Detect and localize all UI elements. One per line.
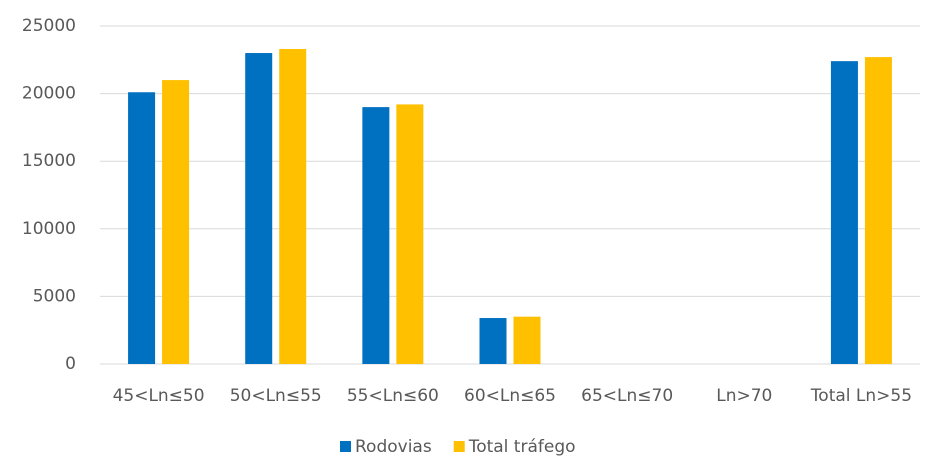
x-tick-label: 55<Ln≤60: [347, 386, 439, 406]
legend-swatch: [340, 441, 351, 452]
y-tick-label: 20000: [22, 84, 76, 104]
bar: [513, 316, 541, 364]
bar: [479, 318, 507, 364]
x-tick-label: Total Ln>55: [810, 386, 912, 406]
bar: [162, 80, 190, 364]
y-tick-label: 25000: [22, 16, 76, 36]
bar: [128, 92, 156, 365]
bar: [864, 57, 892, 364]
y-tick-label: 5000: [33, 286, 76, 306]
bar: [830, 61, 858, 364]
legend-label: Total tráfego: [468, 437, 576, 457]
y-tick-label: 15000: [22, 151, 76, 171]
x-tick-label: 65<Ln≤70: [581, 386, 673, 406]
x-tick-label: 45<Ln≤50: [113, 386, 205, 406]
bar: [396, 104, 424, 364]
bar: [279, 48, 307, 364]
y-tick-label: 10000: [22, 219, 76, 239]
legend-label: Rodovias: [355, 437, 432, 457]
bar: [245, 53, 273, 364]
x-tick-label: Ln>70: [716, 386, 772, 406]
x-tick-label: 50<Ln≤55: [230, 386, 322, 406]
y-tick-label: 0: [65, 354, 76, 374]
legend-swatch: [453, 441, 465, 452]
x-tick-label: 60<Ln≤65: [464, 386, 556, 406]
bar: [362, 107, 390, 365]
